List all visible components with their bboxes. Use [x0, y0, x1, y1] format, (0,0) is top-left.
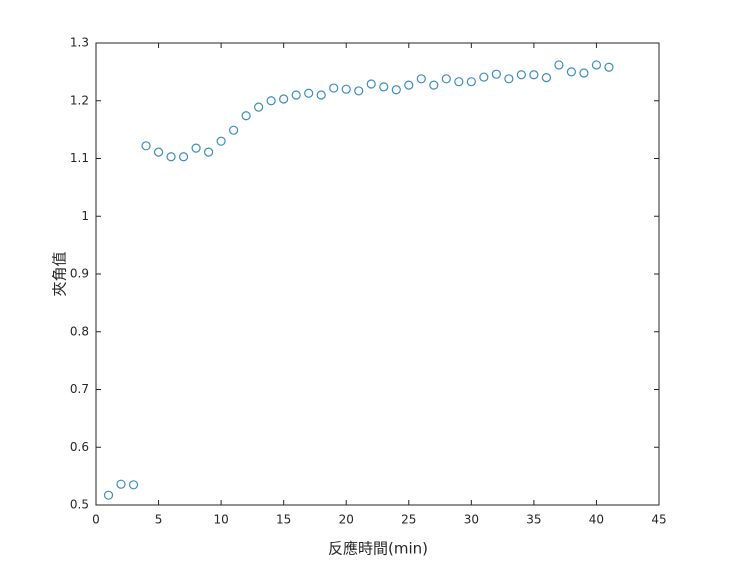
y-tick-label: 0.6 [70, 440, 89, 454]
y-axis-label: 夾角值 [51, 251, 69, 296]
point [579, 68, 589, 78]
y-tick-label: 1.3 [70, 36, 89, 50]
point [204, 147, 214, 157]
x-tick-label: 40 [589, 513, 604, 527]
point [216, 136, 226, 146]
point [516, 70, 526, 80]
x-axis-label: 反應時間(min) [328, 540, 428, 558]
point [229, 125, 239, 135]
y-tick-label: 1.2 [70, 93, 89, 107]
point [416, 74, 426, 84]
point [379, 82, 389, 92]
y-tick-label: 0.5 [70, 498, 89, 512]
point [429, 80, 439, 90]
point [191, 143, 201, 153]
point [441, 74, 451, 84]
point [604, 62, 614, 72]
x-tick-label: 25 [401, 513, 416, 527]
x-tick-label: 10 [213, 513, 228, 527]
y-tick-label: 0.7 [70, 382, 89, 396]
point [491, 69, 501, 79]
y-tick-label: 0.9 [70, 267, 89, 281]
x-tick-label: 30 [464, 513, 479, 527]
point [504, 74, 514, 84]
point [329, 83, 339, 93]
plot-box [95, 42, 660, 506]
y-tick-label: 1.1 [70, 151, 89, 165]
point [541, 73, 552, 83]
point [341, 84, 351, 94]
point [391, 85, 401, 95]
point [466, 77, 476, 87]
x-tick-label: 35 [526, 513, 541, 527]
x-tick-label: 5 [155, 513, 163, 527]
point [454, 77, 464, 87]
point [479, 72, 489, 82]
point [116, 479, 126, 489]
y-tick-label: 0.8 [70, 324, 89, 338]
point [404, 80, 414, 90]
x-tick-label: 45 [651, 513, 666, 527]
point [254, 102, 264, 112]
point [529, 70, 539, 80]
point [141, 141, 151, 151]
point [316, 90, 326, 100]
point [354, 86, 364, 96]
x-tick-label: 15 [276, 513, 291, 527]
point [103, 490, 114, 500]
point [153, 147, 164, 157]
point [128, 480, 139, 490]
y-tick-label: 1 [81, 209, 89, 223]
x-tick-label: 20 [339, 513, 354, 527]
point [166, 152, 176, 162]
point [279, 94, 289, 104]
point [266, 96, 276, 106]
point [591, 60, 602, 70]
x-tick-label: 0 [92, 513, 100, 527]
point [241, 111, 251, 121]
point [554, 60, 564, 70]
point [304, 88, 314, 98]
point [291, 90, 301, 100]
point [178, 152, 189, 162]
point [366, 79, 376, 89]
point [566, 67, 577, 77]
